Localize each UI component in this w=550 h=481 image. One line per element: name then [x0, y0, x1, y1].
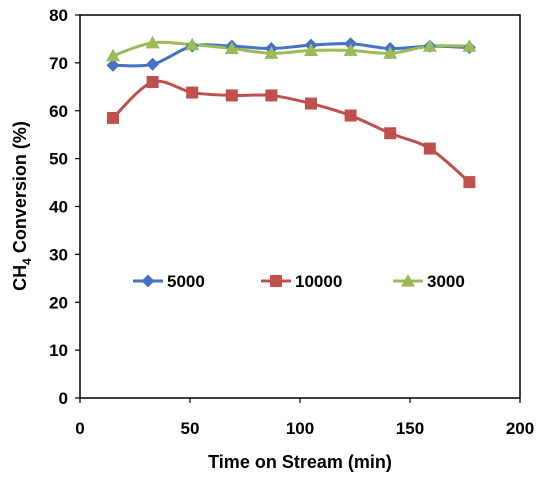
- series-lines: [111, 40, 471, 184]
- y-tick-label: 50: [49, 150, 68, 169]
- data-point-10000: [384, 127, 397, 140]
- data-point-3000: [264, 46, 279, 59]
- legend-marker-10000: [270, 275, 282, 287]
- data-point-3000: [462, 39, 477, 52]
- data-point-3000: [304, 43, 318, 57]
- data-point-10000: [265, 89, 278, 102]
- data-point-3000: [106, 48, 120, 62]
- y-tick-label: 10: [49, 341, 68, 360]
- data-point-3000: [224, 41, 239, 55]
- y-axis-label: CH4 Conversion (%): [10, 121, 34, 291]
- data-point-10000: [107, 111, 119, 124]
- data-point-10000: [344, 109, 357, 122]
- legend: 5000 10000 3000: [133, 272, 465, 291]
- x-tick-label: 150: [396, 419, 424, 438]
- y-tick-label: 80: [49, 6, 68, 25]
- y-tick-label: 0: [59, 389, 68, 408]
- y-axis-label-subscript: 4: [20, 258, 34, 265]
- y-tick-label: 40: [49, 198, 68, 217]
- y-tick-label: 70: [49, 54, 68, 73]
- data-point-10000: [146, 76, 159, 89]
- legend-marker-3000: [401, 274, 415, 287]
- data-point-3000: [185, 37, 200, 51]
- legend-label-3000: 3000: [427, 272, 465, 291]
- y-tick-label: 30: [49, 245, 68, 264]
- x-axis-ticks: 0 50 100 150 200: [75, 398, 534, 438]
- x-axis-label: Time on Stream (min): [208, 452, 392, 472]
- x-tick-label: 200: [506, 419, 534, 438]
- data-point-10000: [463, 176, 476, 189]
- series-line-10000: [111, 79, 471, 184]
- y-tick-label: 20: [49, 293, 68, 312]
- data-point-5000: [146, 57, 160, 71]
- x-tick-label: 100: [286, 419, 314, 438]
- series-line-5000: [112, 42, 470, 68]
- legend-label-10000: 10000: [295, 272, 342, 291]
- series-markers: [106, 35, 477, 189]
- data-point-10000: [423, 142, 436, 155]
- data-point-10000: [225, 89, 238, 102]
- y-axis-ticks: 0 10 20 30 40 50 60 70 80: [49, 6, 80, 408]
- y-axis-label-main: CH: [10, 265, 30, 291]
- data-point-3000: [383, 46, 398, 59]
- data-point-3000: [145, 35, 160, 49]
- data-point-3000: [422, 39, 437, 52]
- y-tick-label: 60: [49, 102, 68, 121]
- y-axis-label-rest: Conversion (%): [10, 121, 30, 258]
- x-tick-label: 0: [75, 419, 84, 438]
- data-point-10000: [186, 86, 199, 99]
- legend-label-5000: 5000: [167, 272, 205, 291]
- data-point-3000: [343, 43, 358, 57]
- series-line-3000: [112, 40, 470, 58]
- data-point-5000: [106, 58, 120, 72]
- legend-marker-5000: [141, 274, 155, 288]
- data-point-10000: [305, 97, 317, 110]
- plot-area: [79, 14, 521, 399]
- x-tick-label: 50: [181, 419, 200, 438]
